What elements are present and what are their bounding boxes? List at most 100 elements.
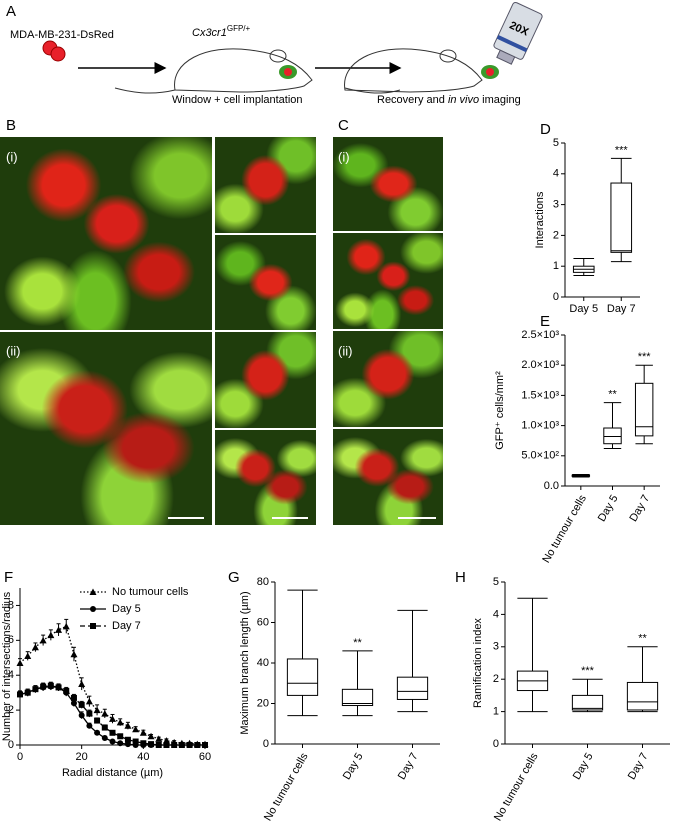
y-tick-label: 4: [553, 168, 559, 180]
marker: [55, 626, 63, 633]
marker: [78, 701, 85, 708]
x-tick-label: 40: [137, 751, 149, 763]
marker: [32, 686, 39, 693]
box: [341, 688, 374, 707]
marker: [124, 722, 132, 729]
marker: [139, 729, 147, 736]
y-tick-label: 5: [493, 576, 499, 588]
marker: [70, 700, 77, 707]
panel-label: C: [338, 117, 349, 134]
marker: [132, 738, 139, 745]
y-tick-label: 2.0×10³: [521, 359, 559, 371]
panel-label: H: [455, 569, 466, 586]
step-text: imaging: [479, 94, 521, 106]
panel-label: D: [540, 121, 551, 138]
marker: [16, 659, 24, 667]
marker: [117, 740, 124, 747]
tumour-icon: [486, 68, 494, 76]
marker: [101, 724, 108, 731]
y-tick-label: 0: [493, 738, 499, 750]
y-tick-label: 0: [263, 738, 269, 750]
mouse-line-superscript: GFP/+: [227, 24, 251, 33]
marker: [47, 682, 54, 689]
panel-label: E: [540, 313, 550, 330]
marker: [90, 606, 96, 612]
micrograph: [333, 137, 443, 231]
micrograph: [215, 430, 316, 525]
objective-icon: 20X: [493, 1, 543, 65]
y-tick-label: 4: [493, 608, 499, 620]
cell-icon: [50, 46, 66, 62]
mouse-drawing: [344, 48, 483, 94]
x-tick-label: Day 5: [569, 303, 598, 315]
y-tick-label: 4: [8, 669, 14, 681]
y-tick-label: 1.0×10³: [521, 420, 559, 432]
panel-label: A: [6, 3, 16, 20]
y-tick-label: 8: [8, 599, 14, 611]
y-tick-label: 3: [493, 641, 499, 653]
legend-label: No tumour cells: [112, 586, 189, 598]
x-tick-label: Day 7: [628, 493, 653, 524]
x-tick-label: No tumour cells: [492, 751, 541, 821]
legend-label: Day 5: [112, 603, 141, 615]
y-axis-label: Maximum branch length (µm): [239, 591, 251, 734]
micrograph: [333, 331, 443, 427]
marker: [147, 732, 155, 740]
mouse-line: Cx3cr1GFP/+: [192, 24, 251, 39]
marker: [178, 742, 185, 748]
marker: [101, 735, 108, 742]
marker: [39, 636, 47, 644]
marker: [140, 740, 147, 747]
y-tick-label: 2: [8, 704, 14, 716]
y-tick-label: 2: [493, 673, 499, 685]
tumour-icon: [284, 68, 292, 76]
y-tick-label: 5.0×10²: [521, 450, 559, 462]
cell-line-label: MDA-MB-231-DsRed: [10, 29, 114, 41]
marker: [90, 623, 96, 629]
x-tick-label: No tumour cells: [262, 751, 311, 821]
marker: [78, 680, 86, 687]
y-axis-label: Ramification index: [472, 618, 484, 708]
box: [626, 681, 659, 711]
micrograph: [215, 235, 316, 330]
box: [571, 694, 604, 711]
significance: ***: [615, 144, 629, 156]
row-label: (i): [6, 149, 18, 164]
box: [634, 382, 654, 437]
marker: [24, 689, 31, 696]
marker: [62, 622, 70, 630]
marker: [86, 722, 93, 729]
marker: [17, 691, 23, 698]
objective-band: [496, 35, 528, 53]
x-axis-label: Radial distance (µm): [62, 767, 163, 779]
row-label: (i): [338, 149, 350, 164]
marker: [55, 684, 62, 691]
y-tick-label: 1.5×10³: [521, 389, 559, 401]
marker: [78, 712, 85, 719]
y-tick-label: 20: [257, 697, 269, 709]
marker: [117, 733, 124, 740]
y-tick-label: 0.0: [544, 480, 559, 492]
marker: [194, 742, 201, 748]
y-tick-label: 60: [257, 616, 269, 628]
marker: [63, 687, 70, 694]
marker: [94, 729, 101, 736]
y-tick-label: 1: [553, 260, 559, 272]
marker: [101, 710, 109, 717]
y-tick-label: 6: [8, 634, 14, 646]
x-tick-label: Day 5: [596, 493, 621, 524]
marker: [186, 742, 193, 748]
significance: ***: [581, 665, 595, 677]
marker: [109, 729, 116, 736]
mouse-line-name: Cx3cr1: [192, 27, 227, 39]
significance: **: [638, 633, 647, 645]
objective-lens: [496, 49, 516, 65]
panel-label: B: [6, 117, 16, 134]
marker: [86, 710, 93, 717]
series-line: [19, 625, 205, 745]
step-label: Recovery and in vivo imaging: [377, 94, 521, 106]
box: [396, 676, 429, 700]
marker: [93, 706, 101, 714]
